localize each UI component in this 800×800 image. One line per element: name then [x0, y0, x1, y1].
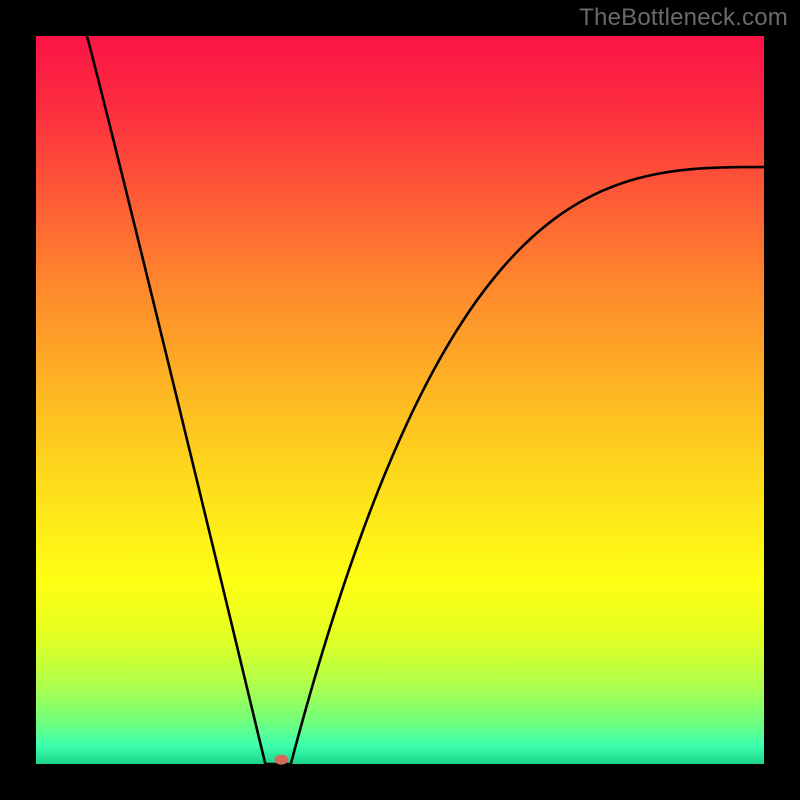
- chart-svg: [0, 0, 800, 800]
- watermark-text: TheBottleneck.com: [579, 4, 788, 32]
- plot-gradient-background: [36, 36, 764, 764]
- minimum-marker: [274, 755, 288, 765]
- bottleneck-chart: TheBottleneck.com: [0, 0, 800, 800]
